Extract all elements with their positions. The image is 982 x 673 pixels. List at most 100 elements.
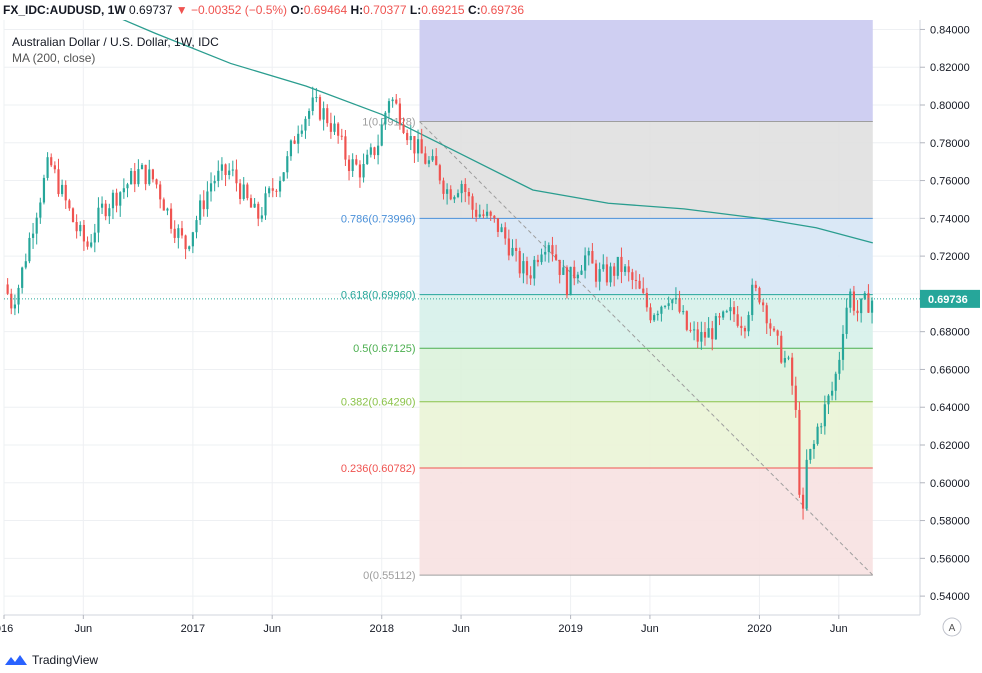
candle-body: [823, 404, 826, 427]
candle-body: [787, 357, 790, 359]
y-tick-label: 0.68000: [930, 327, 970, 339]
close-label: C:: [467, 3, 481, 17]
candle-body: [358, 164, 362, 178]
candle-body: [870, 300, 874, 313]
y-tick-label: 0.78000: [930, 138, 970, 150]
candle-body: [653, 315, 656, 321]
candle-body: [642, 288, 645, 293]
candle-body: [496, 218, 500, 232]
candle-body: [685, 311, 688, 330]
candle-body: [605, 264, 609, 283]
candle-body: [772, 328, 776, 331]
price-tag: 0.69736: [4, 289, 980, 308]
candle-body: [431, 156, 434, 161]
candle-body: [627, 266, 630, 273]
fib-level-label: 0.5(0.67125): [353, 343, 415, 355]
candle-body: [224, 164, 227, 176]
symbol-label[interactable]: FX_IDC:AUDUSD, 1W: [3, 3, 126, 17]
candle-body: [667, 303, 670, 306]
candle-body: [576, 274, 579, 279]
candle-body: [504, 227, 507, 239]
candle-body: [10, 293, 13, 309]
candle-body: [115, 192, 118, 206]
y-tick-label: 0.76000: [930, 176, 970, 188]
candle-body: [747, 315, 750, 332]
candle-body: [558, 259, 561, 275]
candle-body: [456, 193, 460, 197]
candle-body: [90, 242, 93, 247]
candle-body: [71, 208, 75, 223]
candle-body: [863, 293, 866, 299]
high-value: 0.70377: [363, 3, 407, 17]
candle-body: [707, 328, 710, 338]
candle-body: [35, 217, 38, 234]
candle-body: [442, 180, 445, 194]
candle-body: [366, 154, 369, 164]
fibonacci-retracement[interactable]: 1(0.79128) 0.786(0.73996) 0.618(0.69960) 0.…: [341, 20, 874, 582]
candle-body: [220, 164, 224, 171]
x-tick-label: Jun: [263, 623, 281, 635]
x-tick-label: Jun: [830, 623, 848, 635]
legend-title: Australian Dollar / U.S. Dollar, 1W, IDC: [12, 35, 219, 49]
fib-zone: [419, 401, 873, 469]
candle-body: [326, 108, 329, 124]
candle-body: [671, 299, 674, 304]
candle-body: [758, 287, 761, 303]
candle-body: [471, 196, 474, 210]
candle-body: [493, 215, 496, 219]
candle-body: [714, 316, 717, 340]
candle-body: [315, 97, 318, 99]
candle-body: [587, 251, 590, 256]
candle-body: [478, 214, 481, 217]
candle-body: [242, 184, 245, 199]
candle-body: [57, 169, 60, 195]
candle-body: [166, 208, 169, 211]
candle-body: [24, 261, 27, 268]
y-tick-label: 0.80000: [930, 100, 970, 112]
y-tick-label: 0.66000: [930, 364, 970, 376]
candle-body: [246, 184, 249, 199]
candle-body: [507, 238, 510, 256]
high-label: H:: [350, 3, 364, 17]
auto-scale-button[interactable]: A: [942, 617, 962, 637]
candle-body: [351, 159, 354, 172]
candle-body: [384, 112, 387, 125]
candle-body: [111, 192, 115, 209]
candle-body: [82, 224, 85, 242]
candle-body: [402, 124, 405, 133]
candle-body: [656, 313, 659, 316]
candle-body: [17, 287, 20, 305]
candle-body: [591, 251, 594, 264]
candle-body: [133, 170, 136, 185]
candle-body: [801, 494, 805, 509]
fib-zone: [419, 348, 873, 402]
price-tag-label: 0.69736: [928, 294, 968, 306]
candle-body: [718, 316, 721, 318]
price-tag-box: [920, 289, 980, 308]
candle-body: [482, 214, 485, 216]
x-tick-label: Jun: [641, 623, 659, 635]
candle-body: [278, 180, 282, 192]
candle-body: [362, 163, 365, 178]
candle-body: [260, 215, 263, 219]
candle-body: [573, 266, 576, 279]
candle-body: [68, 200, 71, 209]
candle-body: [297, 133, 300, 144]
candle-body: [289, 140, 293, 157]
price-chart[interactable]: 1(0.79128)0.786(0.73996)0.618(0.69960)0.…: [0, 20, 982, 648]
ma-200-line: [122, 20, 873, 244]
candle-body: [660, 306, 663, 314]
candle-body: [169, 208, 173, 229]
fib-zone: [419, 468, 873, 576]
candle-body: [249, 198, 253, 208]
candle-body: [475, 209, 478, 217]
candle-body: [751, 284, 754, 316]
candle-body: [678, 298, 681, 312]
candle-body: [736, 314, 739, 326]
y-tick-label: 0.84000: [930, 24, 970, 36]
candle-body: [391, 99, 394, 102]
candle-body: [13, 304, 16, 309]
candle-body: [536, 259, 539, 263]
candle-body: [732, 307, 736, 315]
candle-body: [377, 145, 380, 156]
